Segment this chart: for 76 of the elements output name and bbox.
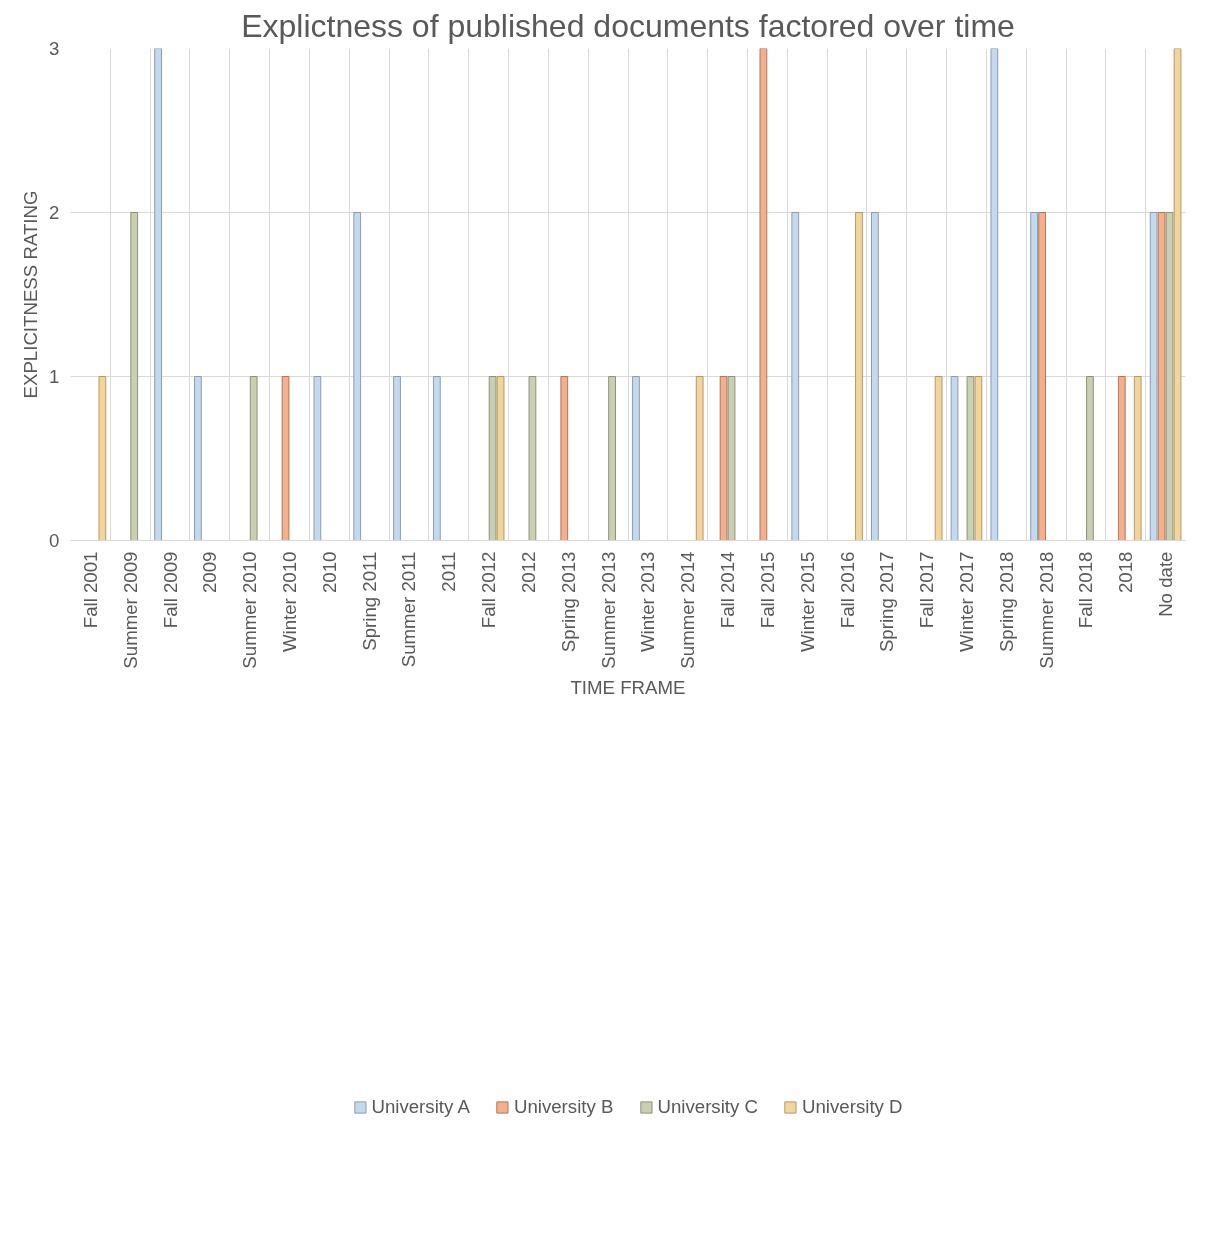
bar [990,48,999,541]
y-tick-label: 3 [49,38,60,59]
x-tick-label: Winter 2013 [637,551,659,653]
y-tick-label: 0 [49,530,60,551]
bar [393,376,401,541]
x-tick-label: Summer 2010 [239,551,261,669]
x-tick-label: Fall 2009 [159,551,181,629]
bar [855,212,863,541]
bar [1086,376,1094,541]
bar [281,376,290,541]
bar [1149,212,1158,541]
bar [1038,212,1047,541]
bar [249,376,258,541]
bar [1030,212,1039,541]
bar [130,212,139,541]
legend-label: University D [802,1096,903,1118]
bar [966,376,975,541]
bar [488,376,497,541]
x-tick-label: Summer 2013 [597,551,619,669]
x-tick-label: 2009 [199,551,221,593]
x-tick-label: Spring 2011 [358,551,380,651]
bar [353,212,362,541]
bar [934,376,943,541]
bar [154,48,162,541]
x-tick-label: Fall 2016 [836,551,858,629]
x-tick-label: Fall 2001 [79,551,101,629]
bar [1117,376,1126,541]
x-tick-label: Winter 2015 [796,551,818,653]
x-tick-label: 2010 [318,551,340,593]
legend-label: University C [657,1096,759,1118]
bar [974,376,983,541]
bar [695,376,704,541]
bar [950,376,959,541]
x-tick-label: Spring 2018 [995,551,1017,653]
bar [1165,212,1174,541]
x-tick-label: 2012 [517,551,539,593]
x-tick-label: Summer 2014 [677,551,699,669]
bar [759,48,768,541]
bar [560,376,569,541]
x-tick-label: Winter 2010 [279,551,301,653]
x-tick-label: Summer 2018 [1035,551,1057,669]
chart-title: Explictness of published documents factored over time [241,7,1015,44]
bar [727,376,736,541]
x-axis-title: TIME FRAME [570,676,686,698]
x-tick-label: Summer 2009 [119,551,141,669]
x-tick-label: Winter 2017 [955,551,977,653]
x-tick-label: Fall 2018 [1075,551,1097,629]
x-tick-label: Fall 2014 [717,551,739,629]
bar [791,212,800,541]
bar [432,376,441,541]
bar [98,376,107,541]
bar [608,376,616,541]
x-tick-label: Fall 2017 [916,551,938,629]
x-tick-label: Spring 2013 [557,551,579,653]
bar [528,376,537,541]
bar [871,212,879,541]
x-tick-label: Fall 2015 [756,551,778,629]
bar [632,376,640,541]
x-tick-label: Spring 2017 [876,551,898,653]
legend-label: University A [371,1096,470,1118]
bar [313,376,322,541]
y-tick-label: 1 [49,366,60,387]
x-tick-label: 2011 [438,551,460,592]
y-axis-title: EXPLICITNESS RATING [20,190,42,399]
bar [1173,48,1182,541]
bar [496,376,505,541]
bar [1133,376,1142,541]
bar [194,376,202,541]
bar [719,376,728,541]
bar [1157,212,1166,541]
x-tick-label: Fall 2012 [478,551,500,629]
legend-label: University B [513,1096,614,1118]
x-tick-label: No date [1155,551,1177,617]
x-tick-label: Summer 2011 [398,551,420,668]
x-tick-label: 2018 [1115,551,1137,593]
y-tick-label: 2 [49,202,60,223]
